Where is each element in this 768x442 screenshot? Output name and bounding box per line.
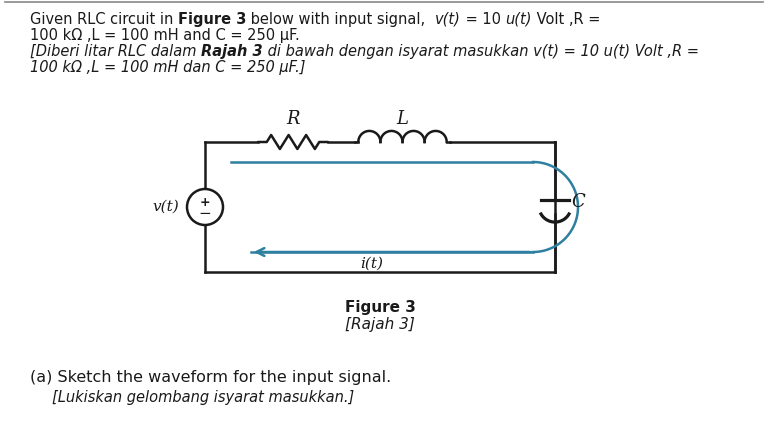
Text: [Lukiskan gelombang isyarat masukkan.]: [Lukiskan gelombang isyarat masukkan.] <box>52 390 354 405</box>
Text: R: R <box>286 110 300 128</box>
Text: = 10: = 10 <box>461 12 505 27</box>
Text: v(t): v(t) <box>435 12 461 27</box>
Text: Figure 3: Figure 3 <box>178 12 247 27</box>
Text: di bawah dengan isyarat masukkan v(t) = 10 u(t) Volt ,R =: di bawah dengan isyarat masukkan v(t) = … <box>263 44 699 59</box>
Text: below with input signal,: below with input signal, <box>247 12 435 27</box>
Text: (a) Sketch the waveform for the input signal.: (a) Sketch the waveform for the input si… <box>30 370 391 385</box>
Text: L: L <box>396 110 409 128</box>
Text: C: C <box>571 193 584 211</box>
Text: [Diberi litar RLC dalam: [Diberi litar RLC dalam <box>30 44 201 59</box>
Text: [Rajah 3]: [Rajah 3] <box>345 317 415 332</box>
Text: u(t): u(t) <box>505 12 531 27</box>
Text: Volt ,R =: Volt ,R = <box>531 12 600 27</box>
Text: 100 kΩ ,L = 100 mH dan C = 250 μF.]: 100 kΩ ,L = 100 mH dan C = 250 μF.] <box>30 60 306 75</box>
Text: v(t): v(t) <box>152 200 179 214</box>
Text: i(t): i(t) <box>360 257 383 271</box>
Text: Rajah 3: Rajah 3 <box>201 44 263 59</box>
Text: +: + <box>200 195 210 209</box>
Text: −: − <box>199 206 211 221</box>
Text: Figure 3: Figure 3 <box>345 300 415 315</box>
Text: Given RLC circuit in: Given RLC circuit in <box>30 12 178 27</box>
Text: 100 kΩ ,L = 100 mH and C = 250 μF.: 100 kΩ ,L = 100 mH and C = 250 μF. <box>30 28 300 43</box>
